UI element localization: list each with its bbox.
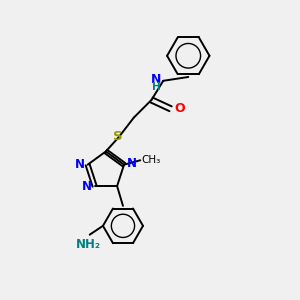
Text: N: N <box>75 158 85 171</box>
Text: S: S <box>113 130 122 143</box>
Text: O: O <box>174 102 185 115</box>
Text: NH₂: NH₂ <box>76 238 101 251</box>
Text: H: H <box>152 82 161 92</box>
Text: CH₃: CH₃ <box>142 155 161 165</box>
Text: N: N <box>127 157 137 170</box>
Text: N: N <box>151 73 161 86</box>
Text: N: N <box>82 180 92 193</box>
